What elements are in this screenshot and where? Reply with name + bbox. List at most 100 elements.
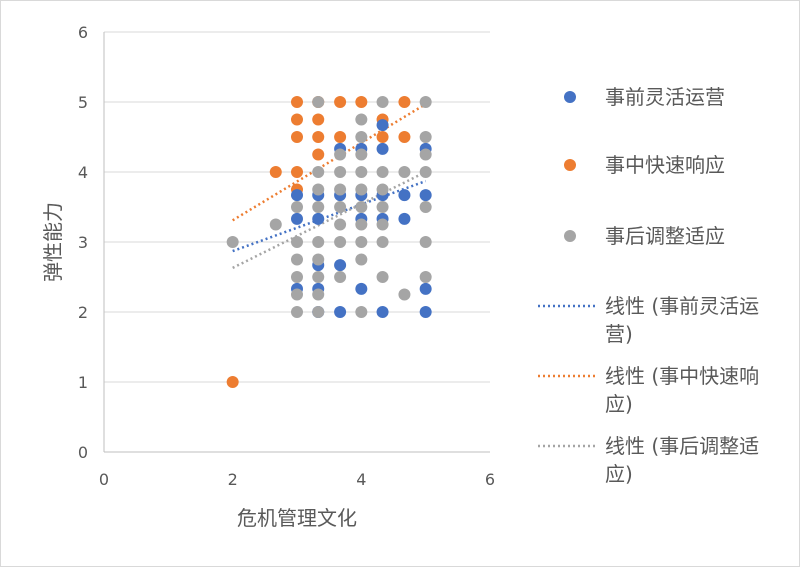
y-tick-label: 6: [78, 23, 88, 42]
data-point: [312, 96, 325, 108]
data-point: [355, 148, 368, 161]
data-point: [312, 131, 325, 143]
data-point: [334, 148, 347, 161]
data-point: [398, 96, 411, 108]
legend-marker: [564, 159, 576, 171]
data-points: [226, 96, 432, 388]
legend-label: 应): [605, 392, 633, 416]
data-point: [291, 201, 303, 213]
data-point: [419, 201, 432, 213]
data-point: [355, 113, 368, 126]
data-point: [334, 271, 347, 283]
data-point: [291, 189, 303, 202]
data-point: [334, 166, 347, 178]
legend-label: 营): [605, 322, 633, 346]
data-point: [419, 306, 432, 318]
data-point: [398, 131, 411, 143]
data-point: [312, 201, 325, 213]
data-point: [419, 131, 432, 143]
data-point: [355, 253, 368, 266]
data-point: [355, 218, 368, 231]
data-point: [376, 131, 389, 143]
data-point: [334, 236, 347, 248]
data-point: [334, 259, 347, 272]
data-point: [376, 166, 389, 178]
tick-labels: 0 1 2 3 4 5 6 0 2 4 6: [78, 23, 495, 489]
data-point: [398, 166, 411, 178]
data-point: [376, 271, 389, 283]
legend-label: 线性 (事后调整适: [605, 434, 759, 458]
data-point: [312, 166, 325, 178]
data-point: [291, 306, 303, 318]
data-point: [312, 113, 325, 126]
data-point: [419, 166, 432, 178]
legend-marker: [564, 230, 576, 242]
data-point: [291, 253, 303, 266]
data-point: [291, 113, 303, 126]
legend-label: 事前灵活运营: [605, 85, 725, 109]
y-tick-label: 2: [78, 303, 88, 322]
data-point: [419, 271, 432, 283]
legend-label: 事中快速响应: [605, 153, 725, 177]
data-point: [419, 236, 432, 248]
data-point: [334, 131, 347, 143]
legend-label: 线性 (事前灵活运: [605, 294, 759, 318]
legend-label: 应): [605, 462, 633, 486]
x-tick-label: 4: [356, 470, 366, 489]
data-point: [355, 96, 368, 108]
x-tick-label: 2: [228, 470, 238, 489]
y-tick-label: 3: [78, 233, 88, 252]
data-point: [419, 189, 432, 202]
data-point: [291, 236, 303, 248]
data-point: [312, 271, 325, 283]
data-point: [312, 288, 325, 301]
data-point: [398, 189, 411, 202]
legend-label: 线性 (事中快速响: [605, 364, 759, 388]
data-point: [226, 376, 239, 388]
trendlines: [232, 103, 427, 270]
legend-marker: [564, 91, 576, 103]
data-point: [355, 166, 368, 178]
data-point: [376, 183, 389, 196]
data-point: [226, 236, 239, 248]
data-point: [355, 131, 368, 143]
data-point: [376, 96, 389, 108]
data-point: [291, 271, 303, 283]
data-point: [334, 96, 347, 108]
y-tick-label: 0: [78, 443, 88, 462]
data-point: [355, 282, 368, 295]
trendline: [232, 103, 427, 222]
data-point: [376, 236, 389, 248]
data-point: [398, 288, 411, 301]
legend-label: 事后调整适应: [605, 224, 725, 248]
data-point: [269, 166, 282, 178]
data-point: [269, 218, 282, 231]
data-point: [376, 201, 389, 213]
trendline: [232, 179, 427, 253]
data-point: [312, 212, 325, 225]
data-point: [334, 306, 347, 318]
data-point: [355, 306, 368, 318]
y-tick-label: 4: [78, 163, 88, 182]
x-tick-label: 0: [99, 470, 109, 489]
data-point: [334, 201, 347, 213]
data-point: [312, 236, 325, 248]
data-point: [355, 183, 368, 196]
x-tick-label: 6: [485, 470, 495, 489]
data-point: [398, 212, 411, 225]
trendline: [232, 170, 427, 270]
data-point: [376, 119, 389, 132]
y-tick-label: 1: [78, 373, 88, 392]
data-point: [376, 306, 389, 318]
data-point: [291, 166, 303, 178]
axes: [103, 32, 490, 453]
data-point: [312, 253, 325, 266]
data-point: [312, 306, 325, 318]
data-point: [355, 201, 368, 213]
data-point: [291, 212, 303, 225]
data-point: [312, 183, 325, 196]
data-point: [419, 148, 432, 161]
